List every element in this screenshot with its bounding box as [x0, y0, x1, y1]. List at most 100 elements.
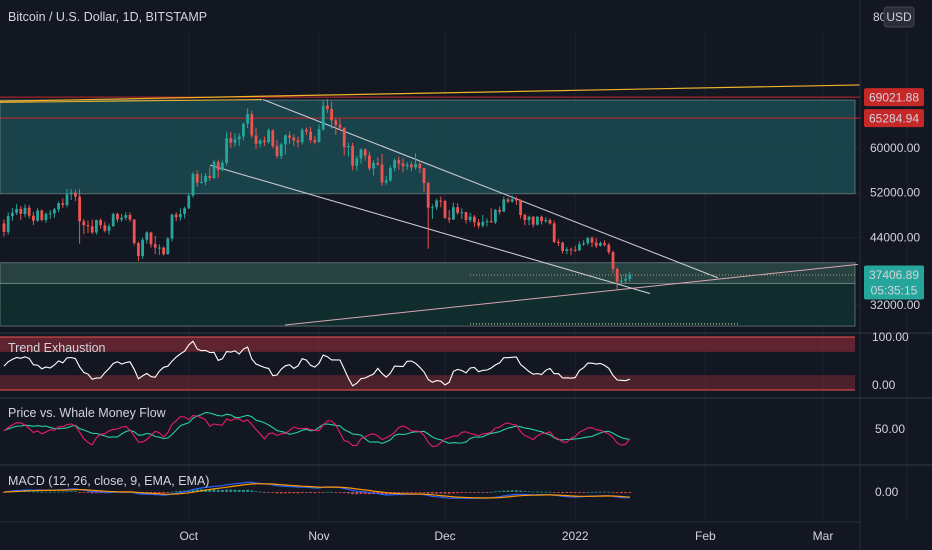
candle-body [195, 174, 199, 183]
macd-histogram-bar [557, 492, 560, 493]
macd-histogram-bar [179, 490, 182, 492]
macd-histogram-bar [313, 492, 317, 494]
macd-histogram-bar [611, 492, 615, 493]
bar-countdown: 05:35:15 [871, 283, 918, 297]
candle-body [36, 210, 39, 221]
candle-body [347, 146, 350, 148]
candle-body [183, 208, 186, 214]
macd-histogram-bar [149, 492, 153, 494]
candle-body [523, 215, 527, 221]
macd-histogram-bar [578, 492, 581, 493]
candle-body [590, 238, 594, 243]
candle-body [607, 244, 611, 253]
candle-body [179, 213, 182, 218]
macd-histogram-bar [422, 492, 426, 493]
macd-histogram-bar [519, 490, 522, 492]
macd-histogram-bar [540, 491, 543, 493]
macd-histogram-bar [263, 492, 266, 493]
candle-body [628, 274, 632, 279]
macd-histogram-bar [53, 491, 56, 493]
macd-histogram-bar [418, 492, 422, 493]
trend-exhaustion-label: Trend Exhaustion [8, 341, 106, 355]
candle-body [86, 225, 90, 227]
candle-body [368, 155, 371, 169]
macd-histogram-bar [569, 492, 573, 494]
candle-body [359, 149, 363, 159]
price-axis[interactable]: 32000.00 44000.00 52000.00 60000.00 100.00 0.… [859, 0, 920, 550]
macd-histogram-bar [515, 490, 518, 492]
candle-body [23, 207, 27, 214]
candle-body [191, 174, 195, 196]
candle-body [137, 243, 140, 256]
candle-body [376, 162, 380, 165]
macd-label: MACD (12, 26, close, 9, EMA, EMA) [8, 474, 209, 488]
candle-body [2, 223, 6, 232]
candle-body [594, 242, 598, 246]
macd-histogram-bar [624, 492, 627, 494]
candle-body [40, 210, 44, 221]
candle-body [578, 244, 581, 251]
macd-histogram-bar [78, 492, 81, 493]
candle-body [615, 268, 619, 282]
trend-exhaustion-tick: 0.00 [872, 378, 896, 392]
candle-body [233, 139, 237, 143]
candle-body [271, 130, 275, 147]
currency-button[interactable]: USD [883, 6, 915, 28]
candle-body [452, 207, 455, 220]
currency-button-label[interactable]: USD [886, 10, 912, 24]
candle-body [27, 207, 31, 216]
candle-body [582, 243, 585, 245]
macd-histogram-bar [464, 492, 468, 493]
macd-histogram-bar [166, 492, 170, 493]
macd-histogram-bar [233, 489, 237, 492]
candle-body [489, 221, 493, 223]
macd-histogram-bar [523, 491, 527, 492]
macd-histogram-bar [531, 491, 535, 493]
macd-histogram-bar [586, 491, 590, 493]
candle-body [212, 161, 216, 179]
candlestick-series [2, 98, 632, 290]
candle-body [624, 278, 627, 281]
macd-histogram-bar [95, 492, 98, 494]
macd-histogram-bar [330, 491, 333, 493]
candle-body [128, 215, 132, 220]
macd-histogram-bar [61, 491, 65, 493]
macd-histogram-bar [90, 492, 94, 494]
chart-title: Bitcoin / U.S. Dollar, 1D, BITSTAMP [8, 10, 207, 24]
macd-histogram-bar [498, 491, 501, 492]
macd-histogram-bar [615, 492, 619, 493]
last-price-tag-bg [864, 265, 924, 300]
macd-histogram-bar [82, 492, 86, 493]
candle-body [410, 164, 413, 168]
macd-histogram-bar [590, 491, 594, 493]
macd-histogram-bar [431, 492, 434, 494]
candle-body [338, 124, 342, 128]
macd-histogram-bar [195, 489, 199, 492]
overbought-band [0, 337, 855, 352]
macd-histogram-bar [158, 492, 161, 494]
candle-body [15, 208, 18, 213]
macd-histogram-bar [57, 491, 60, 493]
macd-histogram-bar [246, 489, 249, 492]
candle-body [120, 217, 123, 220]
candle-body [334, 120, 338, 125]
candle-body [95, 220, 98, 233]
candle-body [515, 199, 518, 201]
candle-body [456, 207, 459, 213]
macd-histogram-bar [305, 492, 308, 493]
candle-body [216, 161, 220, 171]
time-axis[interactable]: Oct Nov Dec 2022 Feb Mar [0, 521, 860, 543]
macd-histogram-bar [267, 492, 270, 493]
candle-body [313, 139, 317, 143]
macd-histogram-bar [208, 489, 212, 492]
macd-histogram-bar [573, 492, 577, 493]
macd-histogram-bar [510, 490, 514, 492]
candle-body [506, 199, 510, 202]
candle-body [477, 222, 480, 226]
macd-histogram-bar [628, 492, 632, 493]
macd-histogram-bar [460, 492, 464, 493]
macd-histogram-bar [254, 491, 258, 493]
macd-histogram-bar [607, 491, 611, 493]
macd-histogram-bar [292, 492, 296, 494]
